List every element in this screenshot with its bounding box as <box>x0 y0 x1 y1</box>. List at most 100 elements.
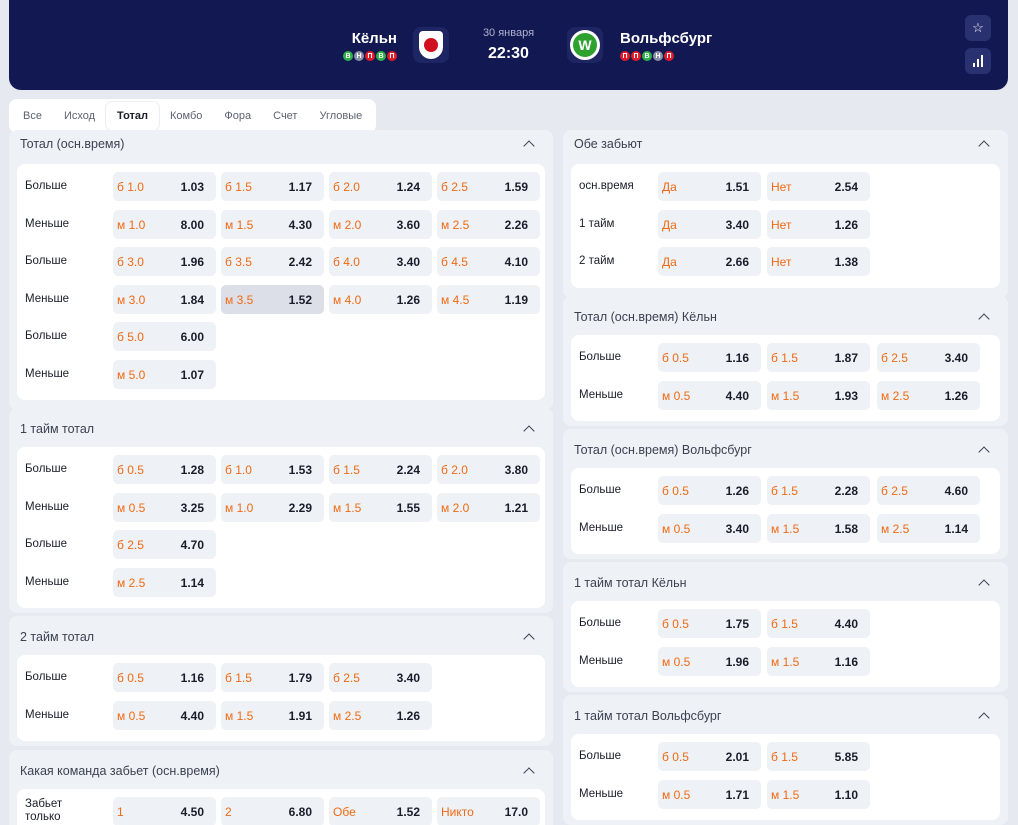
odds-button[interactable]: б 0.5 2.01 <box>658 742 761 771</box>
chevron-up-icon[interactable] <box>978 579 990 591</box>
odds-button[interactable]: м 0.5 4.40 <box>113 700 216 730</box>
odds-button[interactable]: б 2.0 1.24 <box>329 172 432 201</box>
odds-button[interactable]: м 3.5 1.52 <box>221 284 324 314</box>
odds-button[interactable]: б 2.5 1.59 <box>437 172 540 201</box>
odds-button[interactable]: м 1.0 8.00 <box>113 209 216 239</box>
odds-button[interactable]: б 2.5 4.60 <box>877 476 980 505</box>
odds-button[interactable]: б 1.5 4.40 <box>767 609 870 638</box>
odds-button[interactable]: б 1.5 2.24 <box>329 455 432 484</box>
chevron-up-icon[interactable] <box>978 140 990 152</box>
favorite-button[interactable]: ☆ <box>965 15 991 41</box>
market-title[interactable]: Тотал (осн.время) Кёльн <box>574 310 717 324</box>
odds-button[interactable]: б 1.5 5.85 <box>767 742 870 771</box>
odds-button[interactable]: б 3.5 2.42 <box>221 247 324 276</box>
home-team-logo[interactable] <box>413 27 449 63</box>
odds-button[interactable]: б 1.5 1.79 <box>221 663 324 692</box>
odds-button[interactable]: м 0.5 4.40 <box>658 380 761 410</box>
outcome-key: м 1.0 <box>225 500 254 515</box>
odds-button[interactable]: б 2.5 3.40 <box>329 663 432 692</box>
odds-button[interactable]: б 0.5 1.28 <box>113 455 216 484</box>
outcome-key: м 0.5 <box>662 521 691 536</box>
odds-button[interactable]: м 0.5 1.71 <box>658 779 761 809</box>
chevron-up-icon[interactable] <box>978 313 990 325</box>
odds-button[interactable]: Да 3.40 <box>658 209 761 239</box>
odds-button[interactable]: м 1.5 1.91 <box>221 700 324 730</box>
market-title[interactable]: Тотал (осн.время) Вольфсбург <box>574 443 752 457</box>
away-team-name[interactable]: Вольфсбург <box>620 30 713 47</box>
odds-button[interactable]: б 3.0 1.96 <box>113 247 216 276</box>
odds-button[interactable]: Нет 1.26 <box>767 209 870 239</box>
odds-button[interactable]: б 4.5 4.10 <box>437 247 540 276</box>
tab-3[interactable]: Комбо <box>170 110 203 122</box>
odds-value: 1.26 <box>396 708 420 723</box>
chevron-up-icon[interactable] <box>523 633 535 645</box>
tab-2[interactable]: Тотал <box>106 102 160 130</box>
market-title[interactable]: Тотал (осн.время) <box>20 137 125 151</box>
market-title[interactable]: Какая команда забьет (осн.время) <box>20 764 220 778</box>
odds-button[interactable]: б 5.0 6.00 <box>113 322 216 351</box>
odds-button[interactable]: м 0.5 1.96 <box>658 646 761 676</box>
odds-button[interactable]: Обе 1.52 <box>329 797 432 825</box>
tab-5[interactable]: Счет <box>273 110 298 122</box>
chevron-up-icon[interactable] <box>523 425 535 437</box>
odds-button[interactable]: м 5.0 1.07 <box>113 359 216 389</box>
odds-button[interactable]: м 2.5 1.26 <box>877 380 980 410</box>
outcome-label: Меньше <box>579 654 624 667</box>
odds-button[interactable]: б 1.5 1.17 <box>221 172 324 201</box>
outcome-key: м 3.0 <box>117 292 146 307</box>
market-title[interactable]: 1 тайм тотал Вольфсбург <box>574 709 722 723</box>
odds-button[interactable]: б 0.5 1.75 <box>658 609 761 638</box>
tab-4[interactable]: Фора <box>224 110 252 122</box>
odds-button[interactable]: м 0.5 3.25 <box>113 492 216 522</box>
odds-button[interactable]: б 0.5 1.16 <box>113 663 216 692</box>
odds-button[interactable]: м 1.5 1.10 <box>767 779 870 809</box>
home-team-name[interactable]: Кёльн <box>351 30 397 47</box>
market-title[interactable]: Обе забьют <box>574 137 643 151</box>
odds-button[interactable]: м 4.0 1.26 <box>329 284 432 314</box>
odds-button[interactable]: б 2.0 3.80 <box>437 455 540 484</box>
odds-button[interactable]: м 2.0 3.60 <box>329 209 432 239</box>
odds-button[interactable]: 1 4.50 <box>113 797 216 825</box>
tab-0[interactable]: Все <box>23 110 42 122</box>
odds-button[interactable]: б 1.5 1.87 <box>767 343 870 372</box>
odds-button[interactable]: б 4.0 3.40 <box>329 247 432 276</box>
odds-button[interactable]: Нет 1.38 <box>767 247 870 276</box>
odds-button[interactable]: б 0.5 1.16 <box>658 343 761 372</box>
odds-button[interactable]: м 3.0 1.84 <box>113 284 216 314</box>
odds-button[interactable]: б 1.0 1.03 <box>113 172 216 201</box>
odds-button[interactable]: м 0.5 3.40 <box>658 513 761 543</box>
tab-1[interactable]: Исход <box>63 110 96 122</box>
odds-button[interactable]: м 1.5 1.58 <box>767 513 870 543</box>
stats-button[interactable] <box>965 48 991 74</box>
market-title[interactable]: 2 тайм тотал <box>20 630 95 644</box>
odds-button[interactable]: м 2.5 2.26 <box>437 209 540 239</box>
odds-button[interactable]: б 1.0 1.53 <box>221 455 324 484</box>
odds-button[interactable]: б 0.5 1.26 <box>658 476 761 505</box>
tab-6[interactable]: Угловые <box>319 110 363 122</box>
odds-button[interactable]: Да 2.66 <box>658 247 761 276</box>
chevron-up-icon[interactable] <box>978 446 990 458</box>
market-title[interactable]: 1 тайм тотал Кёльн <box>574 576 687 590</box>
odds-button[interactable]: м 1.5 1.16 <box>767 646 870 676</box>
odds-button[interactable]: Никто 17.0 <box>437 797 540 825</box>
away-team-logo[interactable]: W <box>567 27 603 63</box>
odds-button[interactable]: м 1.5 4.30 <box>221 209 324 239</box>
odds-button[interactable]: б 1.5 2.28 <box>767 476 870 505</box>
odds-button[interactable]: Нет 2.54 <box>767 172 870 201</box>
odds-button[interactable]: м 1.5 1.55 <box>329 492 432 522</box>
odds-button[interactable]: м 2.5 1.14 <box>877 513 980 543</box>
market-title[interactable]: 1 тайм тотал <box>20 422 95 436</box>
odds-button[interactable]: б 2.5 3.40 <box>877 343 980 372</box>
odds-button[interactable]: Да 1.51 <box>658 172 761 201</box>
odds-button[interactable]: м 1.0 2.29 <box>221 492 324 522</box>
odds-button[interactable]: м 2.5 1.26 <box>329 700 432 730</box>
odds-button[interactable]: м 2.5 1.14 <box>113 567 216 597</box>
odds-button[interactable]: м 1.5 1.93 <box>767 380 870 410</box>
odds-button[interactable]: м 4.5 1.19 <box>437 284 540 314</box>
odds-button[interactable]: 2 6.80 <box>221 797 324 825</box>
chevron-up-icon[interactable] <box>523 140 535 152</box>
chevron-up-icon[interactable] <box>523 767 535 779</box>
odds-button[interactable]: м 2.0 1.21 <box>437 492 540 522</box>
chevron-up-icon[interactable] <box>978 712 990 724</box>
odds-button[interactable]: б 2.5 4.70 <box>113 530 216 559</box>
